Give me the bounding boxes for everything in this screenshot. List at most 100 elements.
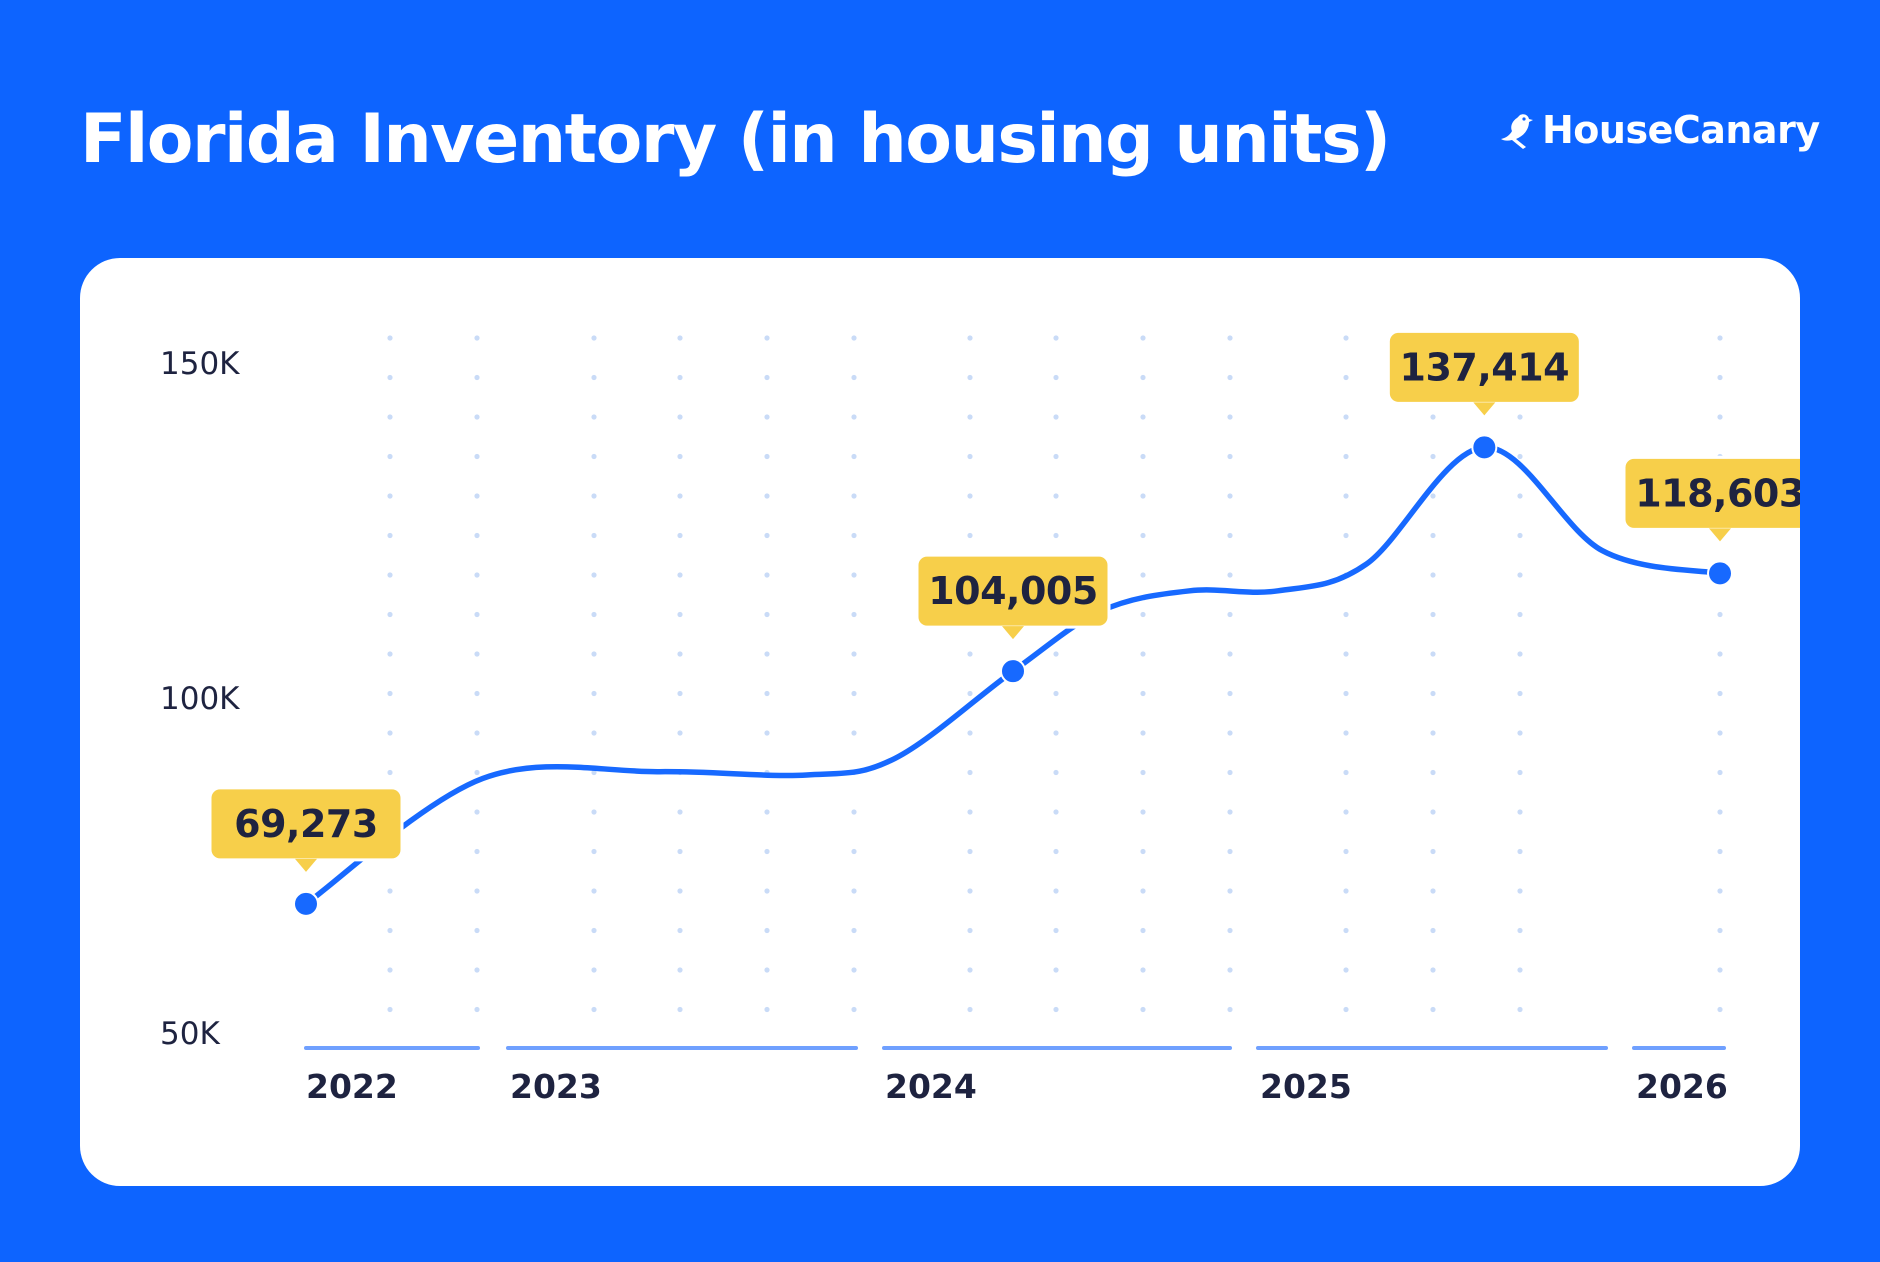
grid-dot [1227,809,1233,815]
x-axis-ticks: 2022 2023 2024 2025 2026 [306,1067,1728,1106]
grid-dot [1517,1006,1523,1013]
grid-dot [474,730,480,736]
grid-dot [1140,532,1146,539]
grid-dot [1227,493,1233,499]
x-tick-label: 2022 [306,1067,398,1106]
grid-dot [474,532,480,539]
grid-dot [1343,532,1349,539]
grid-dot [967,1006,973,1013]
grid-dot [474,769,480,776]
grid-dot [1717,335,1723,341]
grid-dot [851,335,857,341]
grid-dot [764,651,770,657]
grid-dot [1717,414,1723,420]
grid-dot [851,453,857,460]
grid-dot [1517,414,1523,420]
grid-dot [591,848,597,855]
grid-dot [591,888,597,894]
grid-dot [387,690,393,697]
grid-dot [1227,611,1233,618]
grid-dot [677,730,683,736]
grid-dot [1053,927,1059,934]
grid-dot [1717,611,1723,618]
grid-dot [764,493,770,499]
grid-dot [1140,335,1146,341]
grid-dot [1053,730,1059,736]
grid-dot [764,690,770,697]
canary-bird-icon [1501,114,1533,149]
data-point [1707,560,1733,587]
data-point [1000,658,1026,685]
grid-dot [1140,572,1146,578]
grid-dot [1053,769,1059,776]
grid-dot [677,611,683,618]
y-tick-label: 150K [160,346,240,382]
grid-dot [764,374,770,381]
grid-dot [1517,453,1523,460]
grid-dot [967,532,973,539]
grid-dot [474,611,480,618]
grid-dot [1227,730,1233,736]
grid-dot [387,769,393,776]
grid-dot [1227,414,1233,420]
grid-dot [851,848,857,855]
grid-dot [1430,927,1436,934]
grid-dot [1140,769,1146,776]
grid-dot [591,1006,597,1013]
grid-dot [1717,967,1723,973]
callout: 118,603 [1622,455,1800,542]
grid-dot [1227,967,1233,973]
grid-dot [764,809,770,815]
grid-dot [967,374,973,381]
data-points [293,434,1733,917]
grid-dot [1717,927,1723,934]
grid-dot [474,335,480,341]
grid-dot [1343,414,1349,420]
grid-dot [591,809,597,815]
grid-dot [851,414,857,420]
grid-dot [591,453,597,460]
grid-dot [387,374,393,381]
grid-dot [677,927,683,934]
grid-dot [1140,611,1146,618]
grid-dot [1430,532,1436,539]
grid-dot [591,927,597,934]
callout: 69,273 [208,786,404,872]
brand-logo: HouseCanary [1500,108,1820,152]
grid-dot [1717,374,1723,381]
grid-dot [1343,967,1349,973]
grid-dot [1343,848,1349,855]
grid-dot [1430,1006,1436,1013]
grid-dot [967,730,973,736]
grid-dot [1140,453,1146,460]
grid-dot [1343,888,1349,894]
grid-dot [677,572,683,578]
grid-dot [1430,690,1436,697]
callout-value: 104,005 [928,569,1098,613]
grid-dot [591,532,597,539]
grid-dot [677,809,683,815]
grid-dot [1717,1006,1723,1013]
grid-dot [1430,611,1436,618]
grid-dot [1717,769,1723,776]
grid-dot [1343,374,1349,381]
grid-dot [1053,967,1059,973]
grid-dot [1227,1006,1233,1013]
grid-dot [1343,335,1349,341]
x-tick-label: 2024 [885,1067,977,1106]
grid-dot [764,414,770,420]
grid-dot [1343,1006,1349,1013]
grid-dot [1227,927,1233,934]
grid-dot [967,927,973,934]
grid-dot [967,690,973,697]
grid-dot [967,848,973,855]
y-axis-ticks: 150K 100K 50K [160,346,240,1052]
grid-dot [387,493,393,499]
grid-dot [764,967,770,973]
grid-dot [967,414,973,420]
grid-dot [677,453,683,460]
brand-name: HouseCanary [1542,108,1820,152]
grid-dot [851,651,857,657]
grid-dot [1053,848,1059,855]
